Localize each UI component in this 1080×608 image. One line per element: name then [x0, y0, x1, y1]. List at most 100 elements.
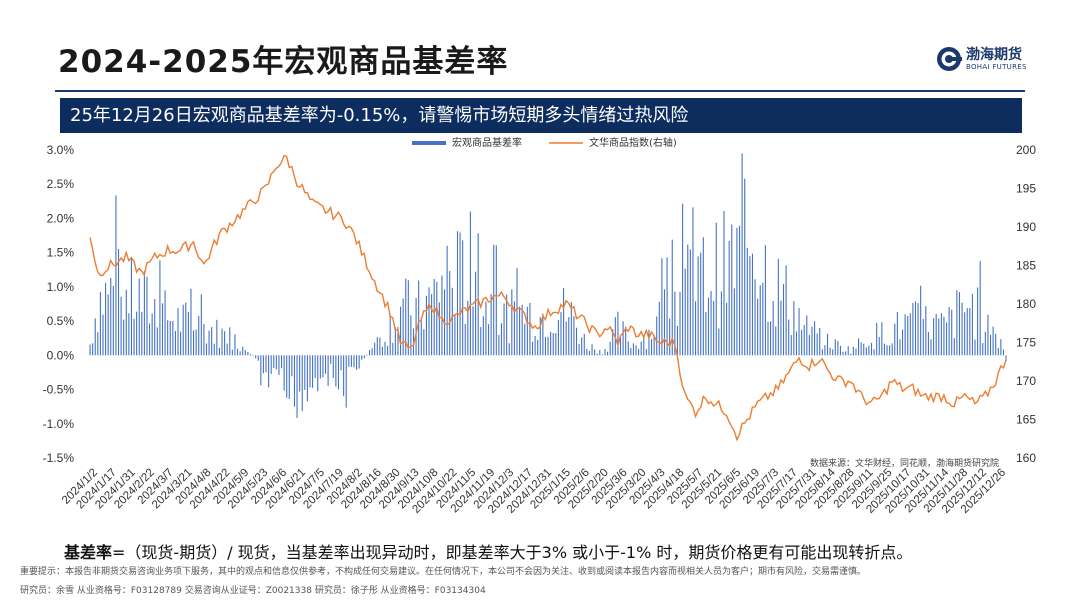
- basis-bar: [392, 342, 394, 356]
- basis-bar: [943, 316, 945, 356]
- basis-bar: [935, 313, 937, 356]
- basis-bar: [953, 338, 955, 356]
- basis-bar: [808, 334, 810, 356]
- basis-bar: [324, 355, 327, 374]
- basis-bar: [759, 285, 761, 356]
- basis-bar: [361, 355, 363, 360]
- basis-bar: [353, 355, 355, 368]
- basis-bar: [992, 326, 994, 356]
- basis-bar: [519, 306, 521, 356]
- basis-bar: [736, 227, 738, 356]
- basis-bar: [485, 301, 487, 356]
- basis-bar: [312, 355, 314, 388]
- basis-bar: [948, 307, 950, 356]
- basis-bar: [798, 308, 800, 356]
- basis-bar: [560, 312, 562, 356]
- basis-bar: [645, 348, 647, 356]
- logo-text: 渤海期货: [966, 47, 1022, 63]
- basis-bar: [317, 355, 319, 392]
- basis-bar: [599, 349, 601, 356]
- basis-bar: [262, 355, 264, 374]
- basis-bar: [958, 292, 961, 356]
- basis-bar: [125, 289, 127, 356]
- right-axis-tick: 185: [1016, 259, 1036, 273]
- basis-bar: [956, 290, 958, 356]
- basis-bar: [234, 334, 236, 356]
- basis-bar: [508, 343, 510, 356]
- basis-bar: [671, 239, 673, 356]
- basis-bar: [167, 320, 169, 356]
- basis-bar: [702, 237, 704, 356]
- basis-bar: [966, 308, 968, 356]
- basis-bar: [858, 338, 860, 356]
- basis-bar: [697, 256, 699, 356]
- basis-bar: [133, 318, 135, 356]
- basis-bar: [550, 331, 552, 356]
- basis-bar: [749, 256, 751, 356]
- basis-bar: [865, 347, 867, 356]
- basis-bar: [816, 333, 818, 356]
- basis-bar: [718, 328, 720, 356]
- basis-bar: [710, 291, 712, 356]
- basis-bar: [247, 351, 249, 356]
- basis-bar: [260, 355, 262, 386]
- basis-bar: [565, 321, 567, 356]
- basis-bar: [938, 318, 940, 356]
- basis-bar: [177, 308, 179, 356]
- basis-bar: [969, 308, 971, 356]
- basis-bar: [653, 336, 655, 356]
- basis-bar: [283, 355, 285, 391]
- basis-bar: [627, 341, 629, 356]
- basis-bar: [669, 318, 671, 356]
- basis-bar: [226, 343, 228, 356]
- basis-bar: [819, 327, 821, 356]
- basis-bar: [337, 355, 340, 390]
- basis-bar: [330, 355, 332, 364]
- basis-bar: [252, 355, 254, 356]
- basis-bar: [617, 311, 619, 356]
- basis-bar: [656, 316, 658, 356]
- basis-bar: [291, 355, 293, 377]
- basis-bar: [94, 318, 96, 356]
- basis-bar: [159, 260, 161, 356]
- basis-bar: [231, 349, 233, 356]
- basis-bar: [578, 344, 580, 356]
- basis-bar: [731, 224, 733, 356]
- basis-bar: [136, 311, 138, 356]
- basis-bar: [327, 355, 329, 386]
- basis-bar: [379, 337, 381, 356]
- basis-bar: [436, 281, 438, 356]
- basis-bar: [845, 351, 847, 356]
- basis-bar: [764, 245, 766, 356]
- basis-bar: [425, 295, 427, 356]
- formula-term: 基差率: [64, 543, 113, 562]
- basis-bar: [738, 225, 741, 356]
- basis-bar: [511, 289, 513, 356]
- page-title: 2024-2025年宏观商品基差率: [58, 44, 509, 80]
- left-axis-tick: -0.5%: [43, 383, 75, 397]
- basis-bar: [475, 271, 477, 356]
- basis-bar: [977, 287, 979, 356]
- basis-bar: [1005, 355, 1007, 362]
- basis-bar: [387, 345, 389, 356]
- basis-bar: [120, 296, 122, 356]
- basis-bar: [581, 337, 583, 356]
- basis-bar: [811, 326, 813, 356]
- basis-bar: [244, 350, 246, 356]
- summary-banner: 25年12月26日宏观商品基差率为-0.15%，请警惕市场短期多头情绪过热风险: [60, 98, 1022, 133]
- basis-bar: [99, 292, 101, 356]
- basis-bar: [420, 317, 422, 356]
- basis-bar: [117, 248, 120, 356]
- basis-bar: [933, 318, 935, 356]
- basis-bar: [746, 247, 748, 356]
- basis-bar: [982, 343, 984, 356]
- basis-bar: [883, 343, 885, 356]
- basis-bar: [477, 233, 479, 356]
- basis-bar: [405, 278, 407, 356]
- basis-bar: [842, 351, 844, 356]
- basis-bar: [156, 327, 158, 356]
- basis-bar: [713, 300, 715, 356]
- basis-bar: [663, 289, 666, 356]
- basis-bar: [733, 288, 735, 356]
- basis-bar: [984, 331, 986, 356]
